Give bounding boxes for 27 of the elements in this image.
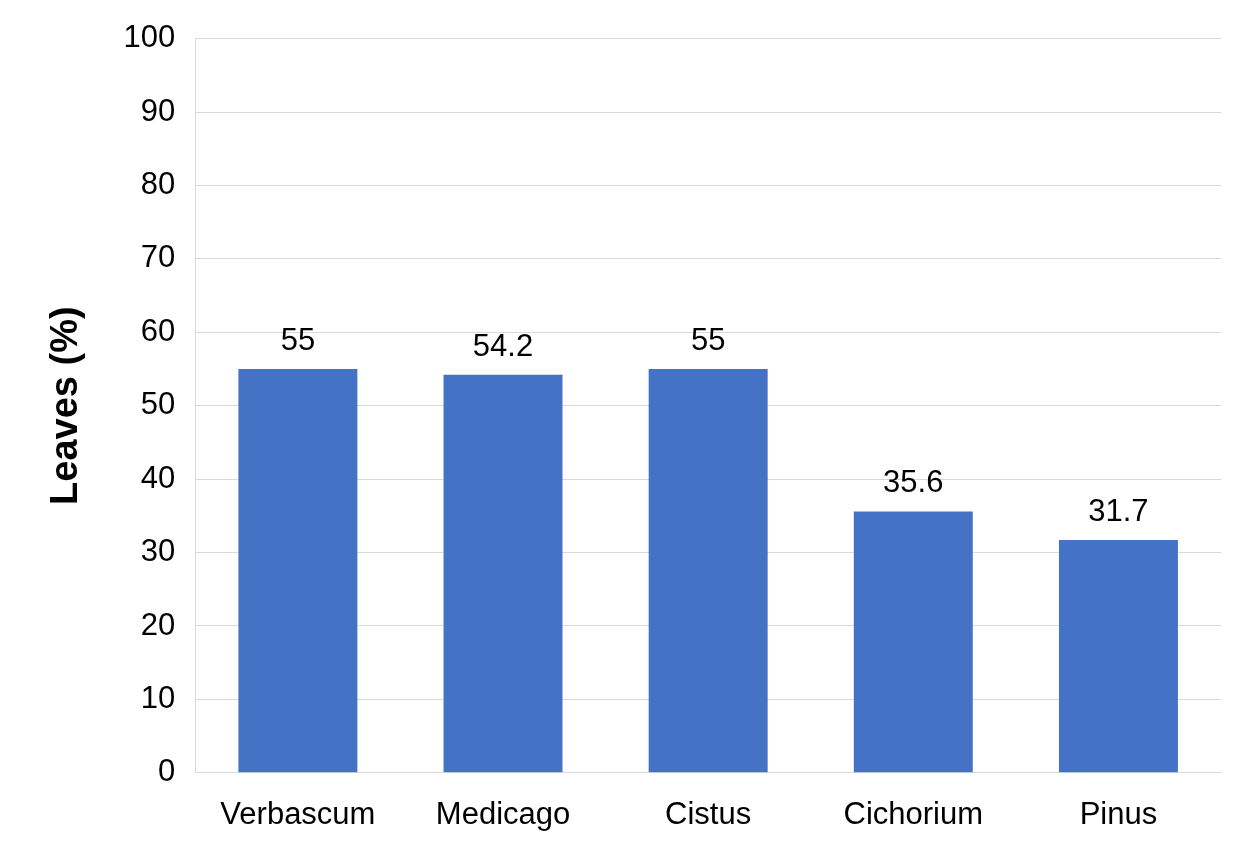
y-tick-label: 10	[140, 679, 176, 715]
bar	[1058, 540, 1178, 773]
y-tick-label: 100	[123, 19, 176, 55]
x-tick-label: Cistus	[665, 795, 752, 831]
bar	[238, 368, 358, 773]
x-tick-label: Verbascum	[220, 795, 376, 831]
y-tick-label: 40	[140, 459, 176, 495]
y-axis-title: Leaves (%)	[43, 306, 86, 505]
data-label: 55	[690, 322, 726, 358]
x-tick-label: Medicago	[435, 795, 571, 831]
bar	[853, 511, 973, 773]
y-tick-label: 20	[140, 606, 176, 642]
data-label: 55	[280, 322, 316, 358]
bar	[443, 374, 563, 773]
y-tick-label: 0	[158, 753, 176, 789]
y-tick-label: 60	[140, 312, 176, 348]
y-tick-label: 50	[140, 386, 176, 422]
y-tick-label: 80	[140, 165, 176, 201]
y-tick-label: 30	[140, 533, 176, 569]
data-label: 54.2	[472, 327, 534, 363]
y-tick-label: 90	[140, 92, 176, 128]
bar	[648, 368, 768, 773]
data-label: 35.6	[883, 464, 944, 500]
x-tick-label: Pinus	[1079, 795, 1158, 831]
y-tick-label: 70	[140, 239, 176, 275]
x-tick-label: Cichorium	[843, 795, 984, 831]
data-label: 31.7	[1088, 493, 1149, 529]
